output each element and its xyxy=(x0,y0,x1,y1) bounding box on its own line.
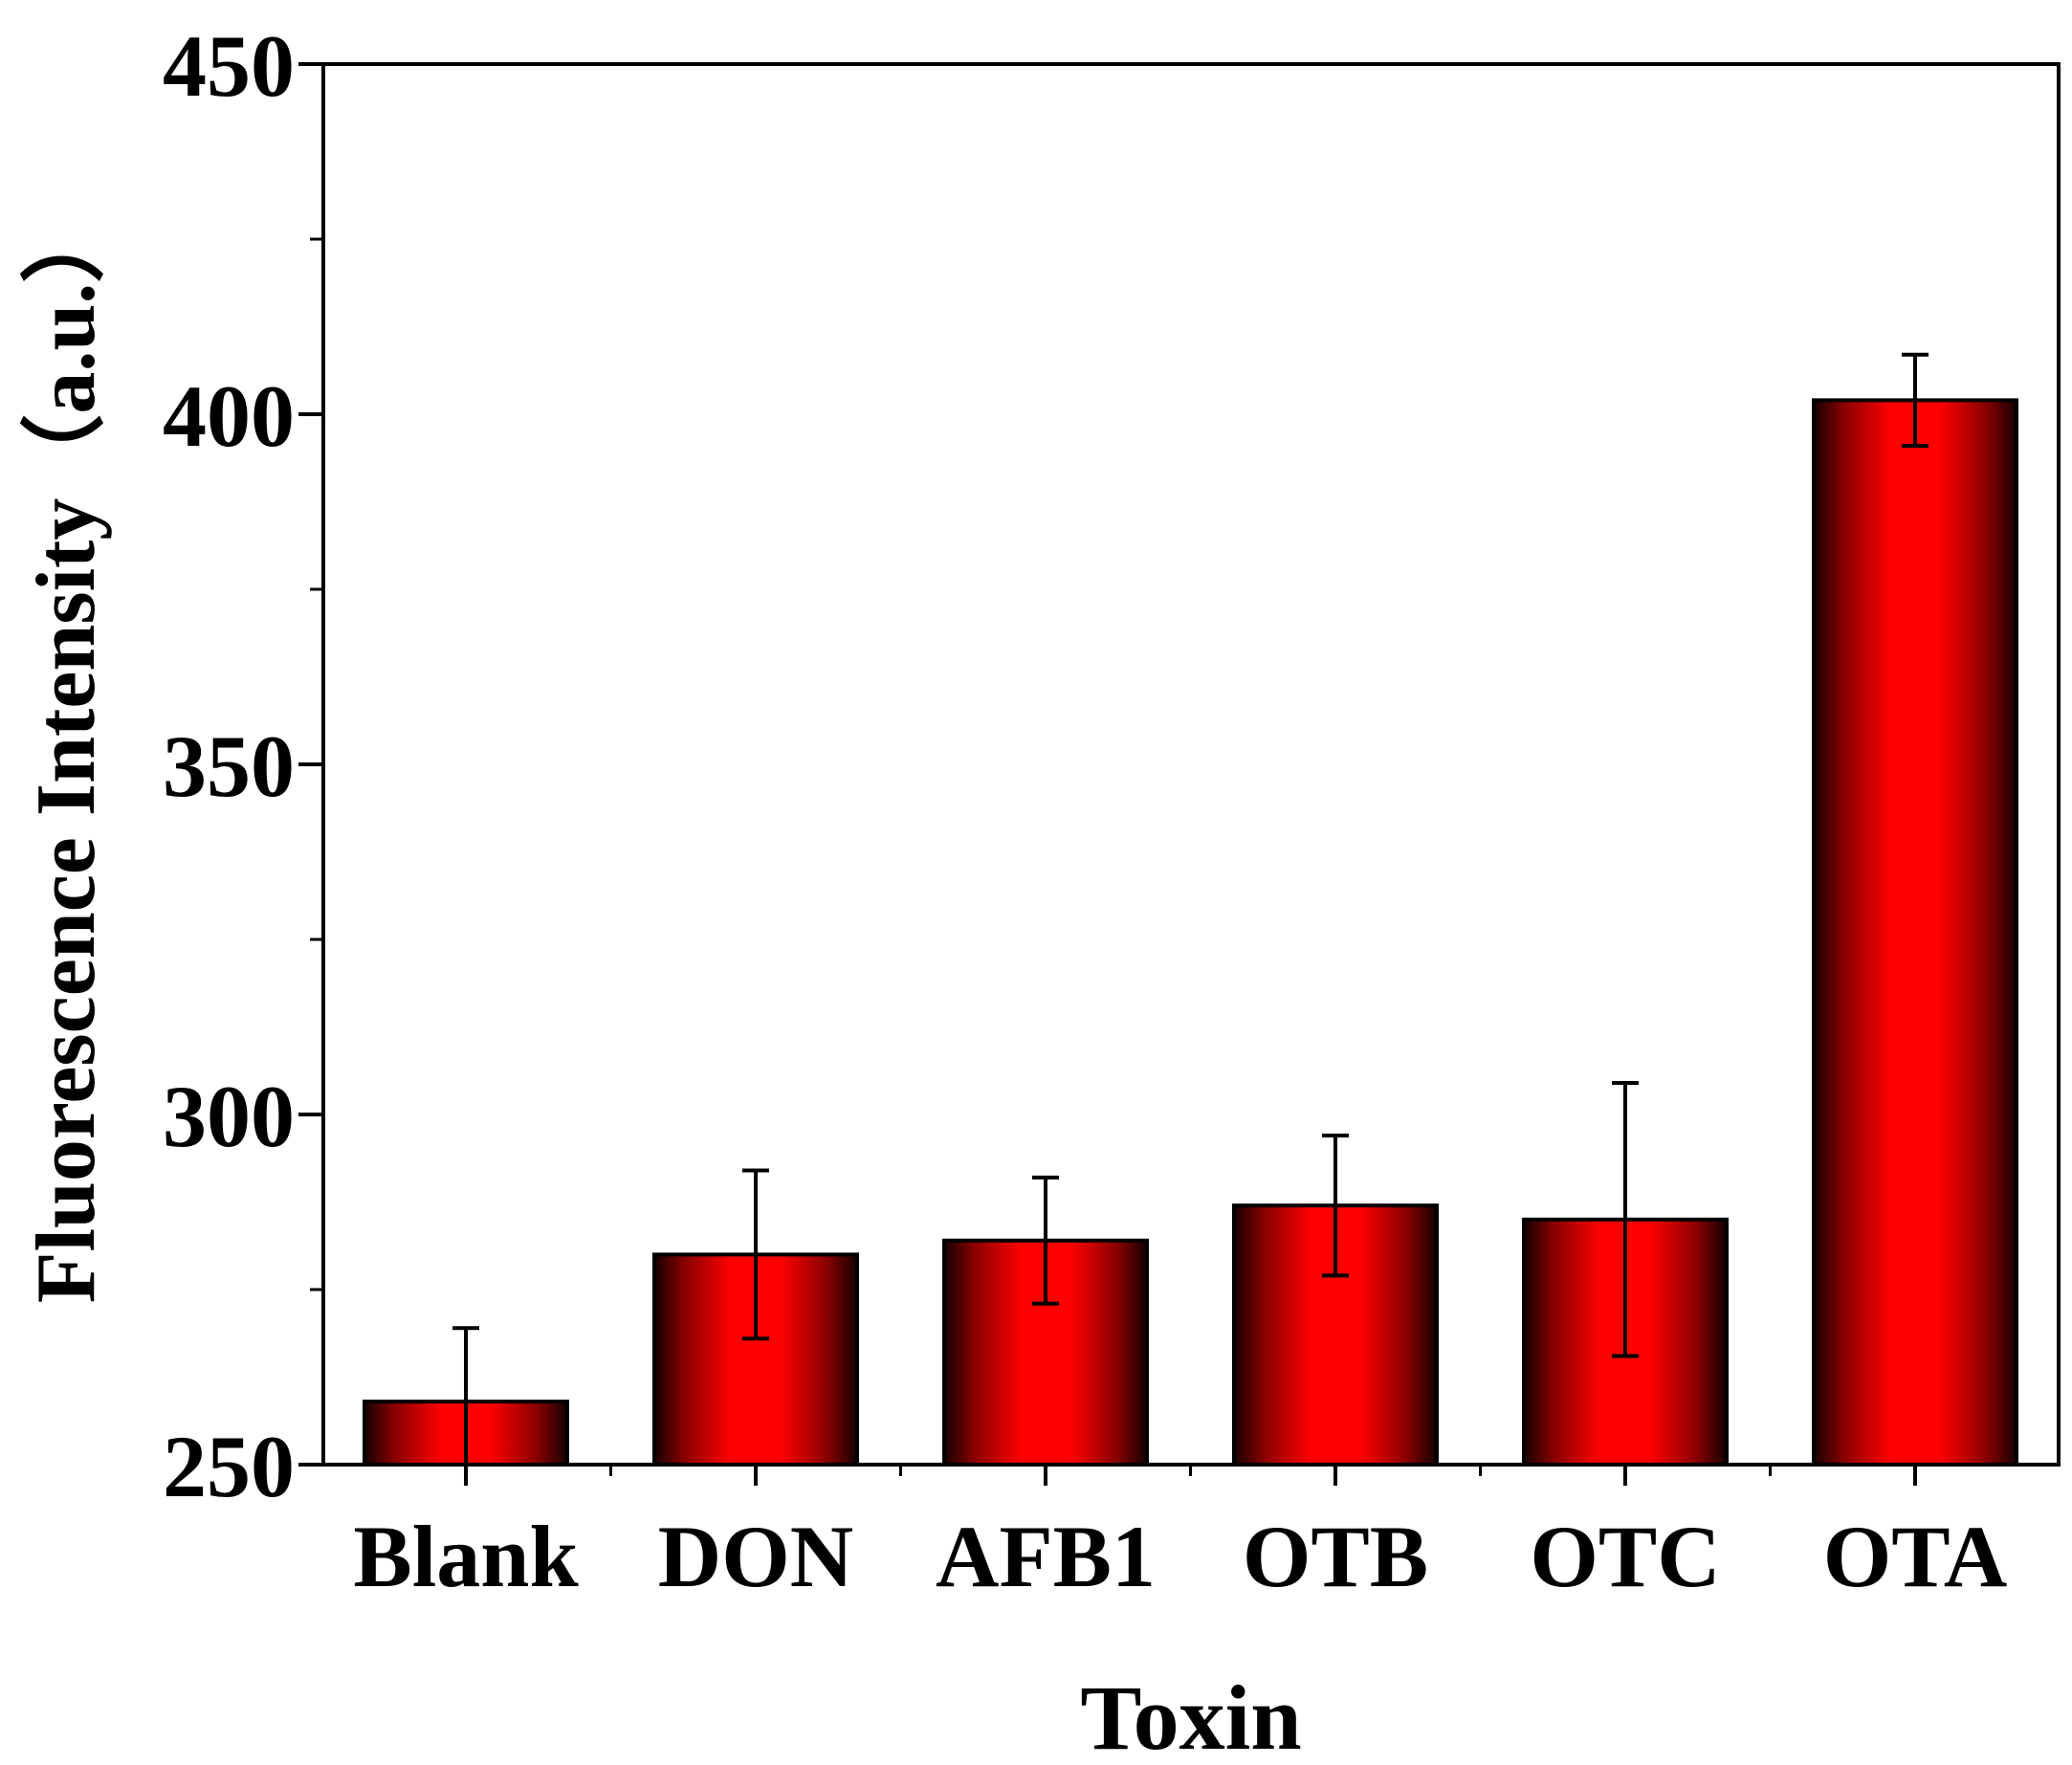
bar-ota xyxy=(1812,398,2018,1467)
y-tick-label: 450 xyxy=(163,17,295,115)
y-tick-label: 250 xyxy=(163,1418,295,1515)
x-tick-label: DON xyxy=(658,1508,853,1605)
bars-layer xyxy=(363,398,2018,1467)
x-tick-label: OTA xyxy=(1823,1508,2008,1605)
error-bars-layer xyxy=(452,352,1929,1465)
x-tick-label: OTC xyxy=(1530,1508,1720,1605)
labels-layer: Blank DON AFB1 OTB OTC OTA 250 300 350 400 450 xyxy=(163,17,2007,1605)
x-tick-label: AFB1 xyxy=(936,1508,1156,1605)
y-axis-title: Fluorescence Intensity（a.u.） xyxy=(20,199,113,1304)
bar-otb xyxy=(1232,1203,1439,1467)
ticks-layer xyxy=(298,62,1917,1486)
x-tick-label: Blank xyxy=(353,1508,579,1605)
y-tick-label: 350 xyxy=(163,717,295,815)
x-axis-title: Toxin xyxy=(1080,1666,1301,1765)
y-tick-label: 300 xyxy=(163,1068,295,1165)
y-tick-label: 400 xyxy=(163,367,295,465)
x-tick-label: OTB xyxy=(1243,1508,1428,1605)
plot-frame xyxy=(321,62,2061,1467)
